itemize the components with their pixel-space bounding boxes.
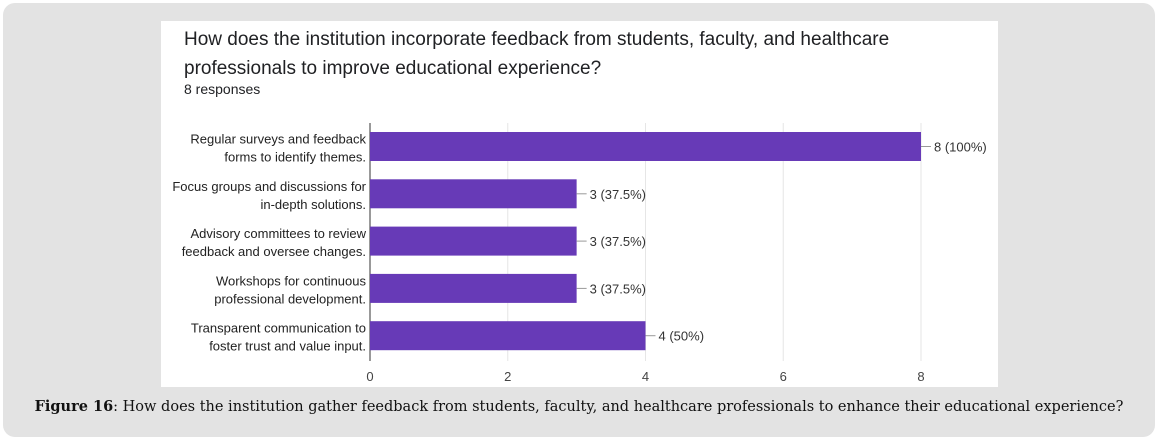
chart-title: How does the institution incorporate fee… bbox=[184, 29, 890, 79]
figure-label: Figure 16 bbox=[34, 398, 114, 415]
x-tick-label: 8 bbox=[917, 369, 924, 384]
category-label: foster trust and value input. bbox=[209, 339, 366, 354]
category-label: Workshops for continuous bbox=[216, 273, 367, 288]
data-label: 3 (37.5%) bbox=[590, 187, 646, 202]
data-label: 3 (37.5%) bbox=[590, 281, 646, 296]
data-label: 8 (100%) bbox=[934, 140, 987, 155]
x-tick-label: 6 bbox=[780, 369, 787, 384]
x-tick-label: 4 bbox=[642, 369, 649, 384]
category-label: professional development. bbox=[214, 291, 366, 306]
bar bbox=[370, 179, 577, 209]
category-label: Advisory committees to review bbox=[190, 226, 366, 241]
response-count: 8 responses bbox=[184, 81, 261, 97]
category-label: Transparent communication to bbox=[191, 321, 366, 336]
data-label: 3 (37.5%) bbox=[590, 234, 646, 249]
category-label: Regular surveys and feedback bbox=[190, 132, 366, 147]
bar bbox=[370, 132, 921, 161]
x-tick-label: 2 bbox=[504, 369, 511, 384]
category-label: forms to identify themes. bbox=[224, 150, 366, 165]
figure-caption: Figure 16: How does the institution gath… bbox=[0, 398, 1158, 415]
category-label: feedback and oversee changes. bbox=[182, 244, 366, 259]
bar bbox=[370, 273, 577, 303]
bar bbox=[370, 226, 577, 256]
data-label: 4 (50%) bbox=[659, 329, 705, 344]
category-label: Focus groups and discussions for bbox=[172, 179, 366, 194]
bar bbox=[370, 321, 646, 351]
category-label: in-depth solutions. bbox=[260, 197, 366, 212]
x-tick-label: 0 bbox=[366, 369, 373, 384]
caption-text: : How does the institution gather feedba… bbox=[113, 399, 1124, 415]
